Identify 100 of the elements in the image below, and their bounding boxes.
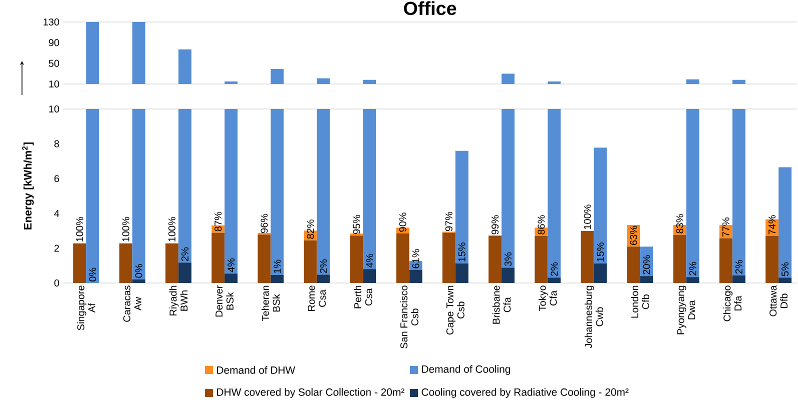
legend-label: Cooling covered by Radiative Cooling - 20m²: [422, 388, 629, 398]
annotation: 63%: [630, 226, 638, 245]
annotation: 77%: [722, 217, 730, 237]
annotation: 95%: [353, 214, 360, 234]
y-tick-label: 8: [54, 140, 60, 148]
annotation: 20%: [643, 255, 650, 274]
annotation: 61%: [412, 249, 420, 268]
annotation: 5%: [782, 262, 789, 276]
bar: [778, 278, 792, 283]
x-tick-label: Denver BSk: [216, 285, 234, 317]
y-tick-label: 50: [48, 60, 60, 67]
x-tick-label: San Francisco Csb: [400, 286, 418, 348]
bar: [778, 167, 792, 278]
bar: [673, 234, 686, 283]
annotation: 4%: [366, 254, 374, 268]
bar: [258, 234, 271, 283]
x-tick-label: Brisbane Cfa: [492, 286, 511, 324]
annotation: 87%: [214, 212, 222, 232]
bar: [502, 108, 515, 268]
bar: [686, 108, 700, 278]
bar: [178, 108, 192, 263]
annotation: 0%: [89, 268, 96, 282]
bar: [594, 148, 607, 264]
y-tick-label: 6: [54, 175, 60, 182]
legend-label: Demand of DHW: [217, 366, 296, 374]
bar: [409, 270, 422, 283]
bar: [548, 108, 561, 278]
annotation: 15%: [596, 242, 604, 262]
annotation: 2%: [689, 262, 696, 276]
annotation: 2%: [550, 262, 558, 276]
x-tick-label: Tokyo Cfa: [538, 286, 557, 312]
annotation: 74%: [768, 215, 776, 234]
annotation: 99%: [492, 215, 499, 234]
x-tick-label: Pyongyang Dwa: [677, 286, 696, 334]
x-tick-label: Riyadh BWh: [169, 286, 188, 316]
y-tick-label: 2: [54, 244, 59, 252]
x-tick-label: Cape Town Csb: [446, 286, 464, 335]
bar: [132, 108, 146, 280]
annotation: 100%: [168, 216, 176, 242]
legend-label: DHW covered by Solar Collection - 20m²: [217, 388, 404, 398]
x-tick-label: Chicago Dfa: [723, 286, 742, 322]
annotation: 1%: [274, 260, 281, 274]
annotation: 2%: [181, 247, 188, 261]
bar: [316, 108, 330, 275]
y-tick-label: 130: [44, 18, 60, 26]
chart-title: Office: [404, 1, 456, 16]
bar: [488, 236, 502, 283]
bar: [548, 278, 561, 283]
y-tick-label: 0: [54, 279, 60, 287]
annotation: 97%: [445, 212, 452, 232]
annotation: 83%: [676, 214, 684, 234]
legend-label: Demand of Cooling: [422, 365, 510, 375]
x-tick-label: Rome Csa: [308, 286, 326, 311]
x-tick-label: Singapore Af: [76, 286, 96, 330]
annotation: 15%: [458, 242, 466, 262]
x-tick-label: Caracas Aw: [123, 286, 142, 322]
annotation: 3%: [504, 252, 512, 266]
bar: [224, 108, 238, 274]
bar: [732, 108, 746, 276]
bar: [73, 243, 86, 283]
x-tick-label: Ottawa Dfb: [770, 285, 788, 316]
annotation: 100%: [76, 216, 84, 242]
bar: [719, 238, 732, 283]
bar: [732, 275, 746, 283]
annotation: 86%: [538, 215, 545, 234]
annotation: 82%: [306, 220, 314, 239]
bar: [270, 108, 284, 275]
x-tick-label: Teheran BSk: [262, 286, 280, 321]
annotation: 4%: [228, 258, 235, 272]
bar: [132, 279, 146, 283]
bar: [396, 233, 410, 283]
annotation: 100%: [122, 216, 130, 242]
y-tick-label: 4: [54, 210, 60, 217]
y-tick-label: 90: [48, 39, 60, 46]
x-tick-label: Johannesburg Cwb: [584, 286, 604, 348]
bar: [640, 276, 654, 283]
bar: [119, 243, 132, 283]
bar: [86, 108, 100, 283]
annotation: 0%: [135, 264, 142, 278]
x-tick-label: Perth Csa: [354, 286, 372, 308]
y-axis-title: Energy [kWh/m$^{2}$]: [22, 142, 34, 230]
y-tick-label: 10: [49, 105, 60, 113]
bar: [304, 240, 317, 283]
annotation: 90%: [399, 212, 406, 232]
annotation: 100%: [584, 204, 591, 230]
annotation: 2%: [320, 259, 327, 273]
bar: [212, 232, 225, 283]
y-tick-label: 10: [49, 80, 60, 88]
bar: [455, 150, 468, 264]
bar: [350, 236, 364, 283]
bar: [534, 236, 548, 283]
bar: [270, 274, 284, 283]
bar: [224, 274, 238, 283]
bar: [316, 274, 330, 283]
bar: [686, 277, 700, 283]
x-tick-label: London Cfb: [630, 286, 650, 318]
bar: [363, 269, 376, 283]
bar: [363, 108, 376, 270]
annotation: 2%: [735, 260, 742, 274]
annotation: 96%: [260, 214, 268, 233]
